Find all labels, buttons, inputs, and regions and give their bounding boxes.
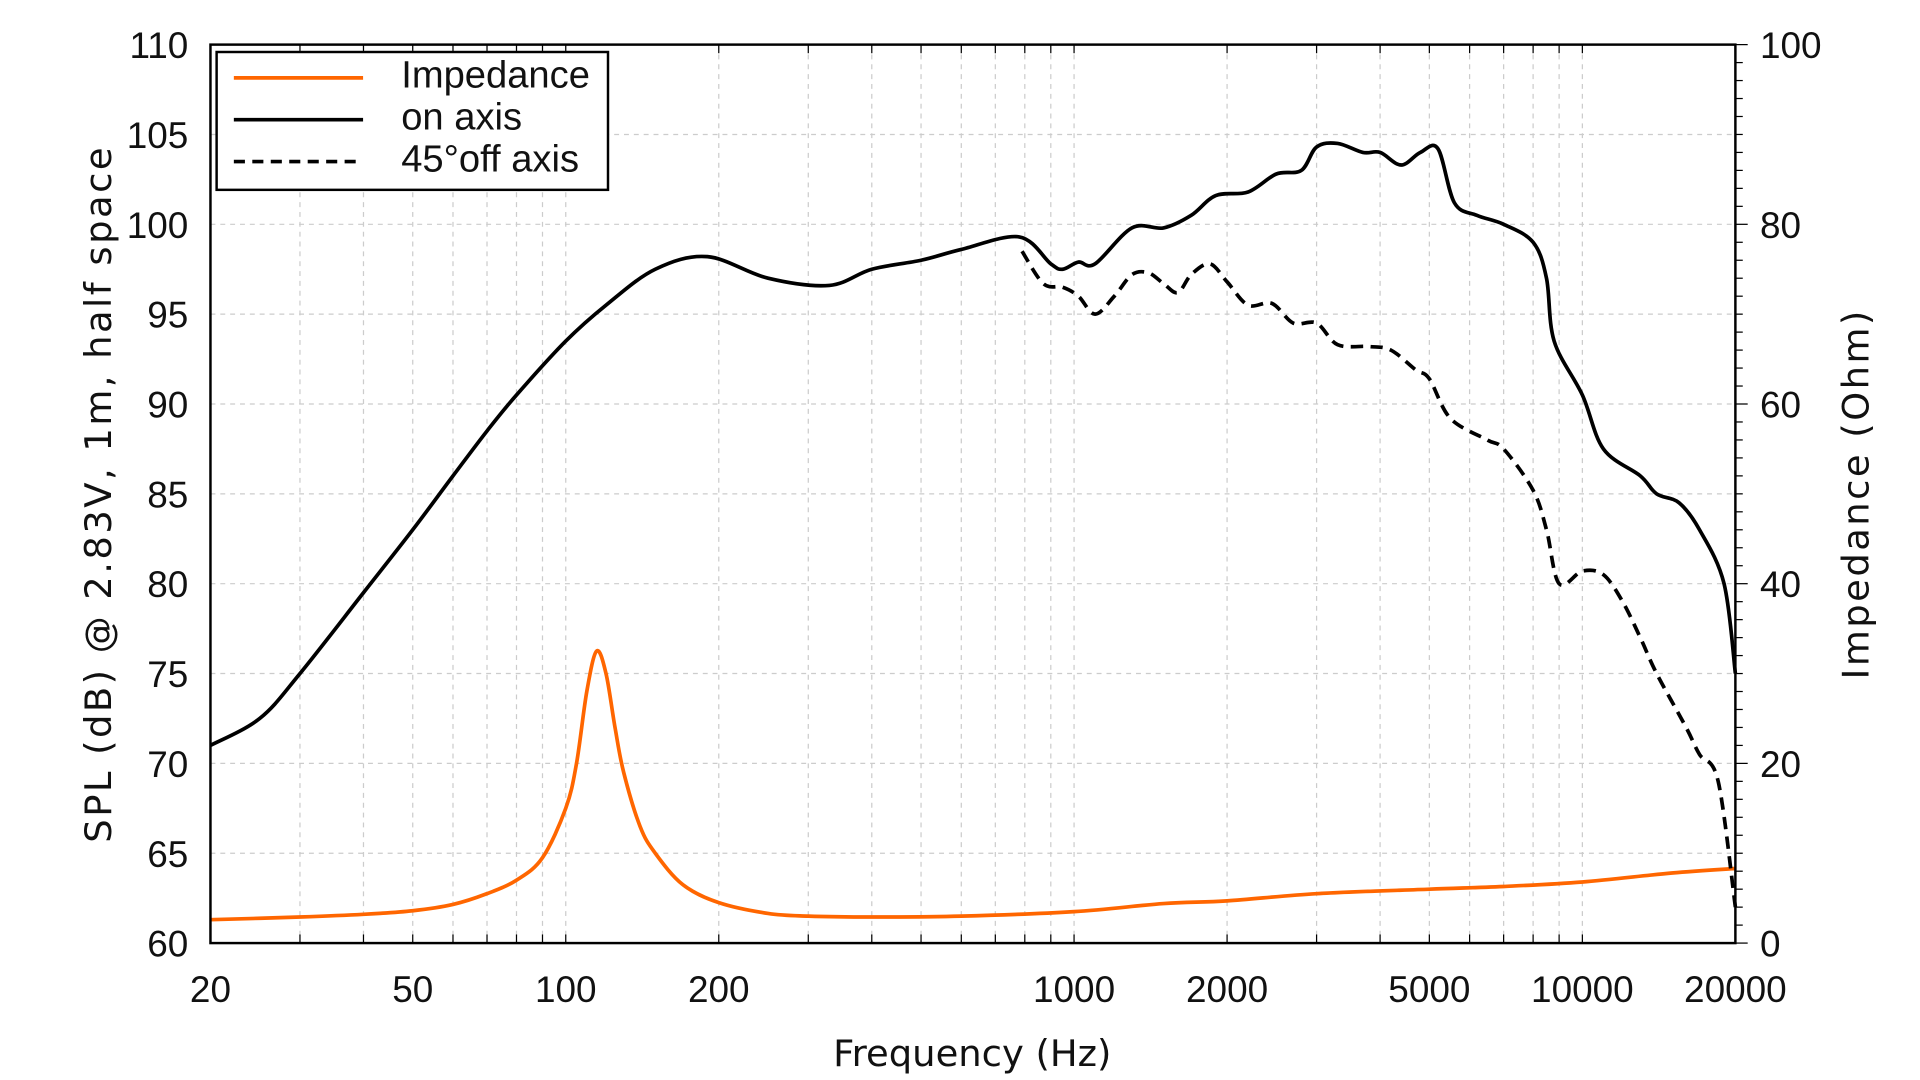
legend: Impedance on axis 45°off axis — [215, 50, 610, 192]
legend-label-impedance: Impedance — [401, 54, 590, 97]
y-tick-label: 90 — [147, 385, 188, 426]
x-tick-label: 1000 — [1033, 969, 1115, 1010]
x-tick-label: 2000 — [1186, 969, 1268, 1010]
legend-label-off-axis: 45°off axis — [401, 137, 579, 180]
x-tick-label: 50 — [392, 969, 433, 1010]
y2-tick-label: 0 — [1760, 924, 1781, 965]
y-tick-label: 85 — [147, 474, 188, 515]
y2-tick-label: 80 — [1760, 205, 1801, 246]
series-line-impedance — [210, 648, 1736, 922]
series-line-on-axis — [209, 141, 1738, 748]
y-tick-label: 95 — [147, 295, 188, 336]
x-tick-label: 100 — [535, 969, 597, 1010]
grid — [210, 44, 1736, 944]
y-tick-label: 100 — [127, 205, 189, 246]
series-line-45-off-axis — [1020, 250, 1738, 908]
y-tick-label: 110 — [129, 25, 188, 66]
y-tick-label: 70 — [147, 744, 188, 785]
x-axis-label: Frequency (Hz) — [833, 1032, 1111, 1075]
y2-axis-label: Impedance (Ohm) — [1834, 308, 1877, 679]
ticks: 60 65 70 75 80 85 90 95 100 105 110 0 20 40 60 80 100 20 5… — [127, 25, 1822, 1010]
x-tick-label: 10000 — [1531, 969, 1634, 1010]
y2-tick-label: 60 — [1760, 385, 1801, 426]
y-tick-label: 60 — [147, 924, 188, 965]
legend-label-on-axis: on axis — [401, 96, 522, 139]
x-tick-label: 20000 — [1684, 969, 1787, 1010]
y2-tick-label: 100 — [1760, 25, 1822, 66]
x-tick-label: 200 — [688, 969, 750, 1010]
y-tick-label: 75 — [147, 654, 188, 695]
y-tick-label: 105 — [127, 115, 189, 156]
y-tick-label: 80 — [147, 564, 188, 605]
y2-tick-label: 20 — [1760, 744, 1801, 785]
y2-tick-label: 40 — [1760, 564, 1801, 605]
x-tick-label: 5000 — [1388, 969, 1470, 1010]
y-axis-label: SPL (dB) @ 2.83V, 1m, half space — [77, 145, 120, 843]
x-tick-label: 20 — [190, 969, 231, 1010]
curves — [209, 141, 1738, 922]
y-tick-label: 65 — [147, 834, 188, 875]
